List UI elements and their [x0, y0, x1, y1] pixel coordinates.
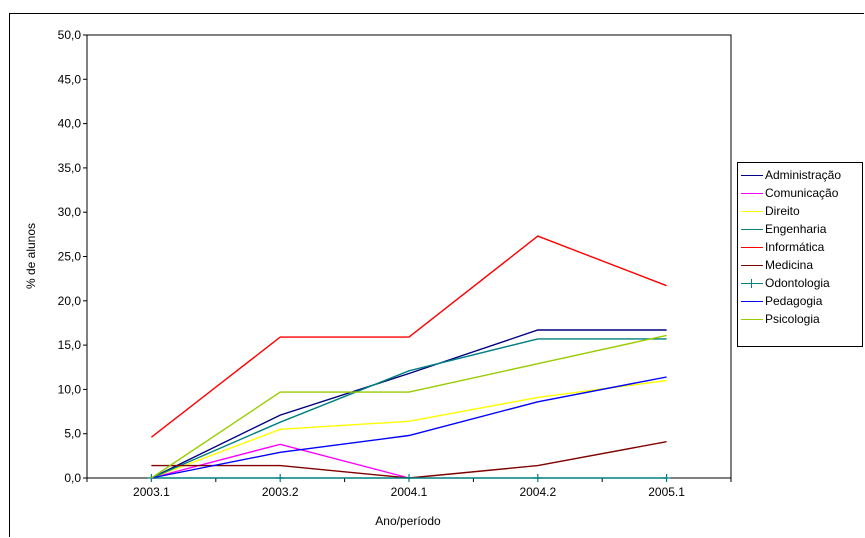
- legend-label: Administração: [765, 168, 842, 182]
- legend-swatch: [741, 187, 763, 199]
- series-direito: [151, 379, 667, 479]
- y-tick-label: 25,0: [58, 250, 82, 264]
- axes: 0,0 5,0 10,0 15,0 20,0 25,0 30,0 35,0 40,0 45,0 50…: [58, 28, 732, 499]
- data-point: [662, 474, 671, 482]
- series-line: [151, 441, 667, 479]
- series-layer: [147, 235, 671, 482]
- legend-swatch: [741, 313, 763, 325]
- data-point: [405, 474, 413, 482]
- legend-label: Direito: [765, 204, 800, 218]
- series-medicina: [151, 441, 667, 479]
- y-axis-label: % de alunos: [24, 223, 38, 289]
- legend-swatch: [741, 277, 763, 289]
- legend-label: Comunicação: [765, 186, 839, 200]
- y-tick-label: 45,0: [58, 72, 82, 86]
- x-tick-label: 2005.1: [648, 485, 685, 499]
- legend-swatch: [741, 169, 763, 181]
- legend-item: Psicologia: [738, 310, 862, 328]
- legend-swatch: [741, 295, 763, 307]
- x-tick-label: 2004.1: [391, 485, 428, 499]
- y-tick-label: 35,0: [58, 161, 82, 175]
- series-odontologia: [147, 474, 671, 482]
- y-tick-label: 10,0: [58, 382, 82, 396]
- legend-label: Odontologia: [765, 276, 830, 290]
- x-axis-label: Ano/período: [375, 514, 441, 528]
- y-tick-label: 0,0: [64, 471, 81, 485]
- legend-item: Engenharia: [738, 220, 862, 238]
- y-tick-label: 20,0: [58, 294, 82, 308]
- legend-label: Medicina: [765, 258, 814, 272]
- legend: Administração Comunicação Direito Engenhari…: [737, 162, 863, 347]
- legend-item: Administração: [738, 166, 862, 184]
- x-tick-label: 2004.2: [519, 485, 556, 499]
- legend-item: Comunicação: [738, 184, 862, 202]
- legend-label: Psicologia: [765, 312, 820, 326]
- legend-swatch: [741, 241, 763, 253]
- legend-label: Informática: [765, 240, 825, 254]
- x-tick-label: 2003.1: [133, 485, 170, 499]
- legend-swatch: [741, 223, 763, 235]
- legend-item: Pedagogia: [738, 292, 862, 310]
- y-tick-label: 50,0: [58, 28, 82, 42]
- series-line: [150, 235, 667, 438]
- data-point: [276, 474, 285, 482]
- legend-item: Odontologia: [738, 274, 862, 292]
- legend-item: Medicina: [738, 256, 862, 274]
- legend-swatch: [741, 259, 763, 271]
- y-tick-label: 40,0: [58, 117, 82, 131]
- chart-area: [9, 13, 864, 537]
- legend-label: Engenharia: [765, 222, 827, 236]
- series-informática: [150, 235, 667, 438]
- legend-swatch: [741, 205, 763, 217]
- x-tick-label: 2003.2: [262, 485, 299, 499]
- legend-item: Direito: [738, 202, 862, 220]
- legend-item: Informática: [738, 238, 862, 256]
- legend-label: Pedagogia: [765, 294, 823, 308]
- series-psicologia: [151, 334, 667, 479]
- series-line: [151, 379, 667, 479]
- y-tick-label: 5,0: [64, 427, 81, 441]
- data-point: [533, 474, 542, 482]
- y-tick-label: 15,0: [58, 338, 82, 352]
- y-tick-label: 30,0: [58, 205, 82, 219]
